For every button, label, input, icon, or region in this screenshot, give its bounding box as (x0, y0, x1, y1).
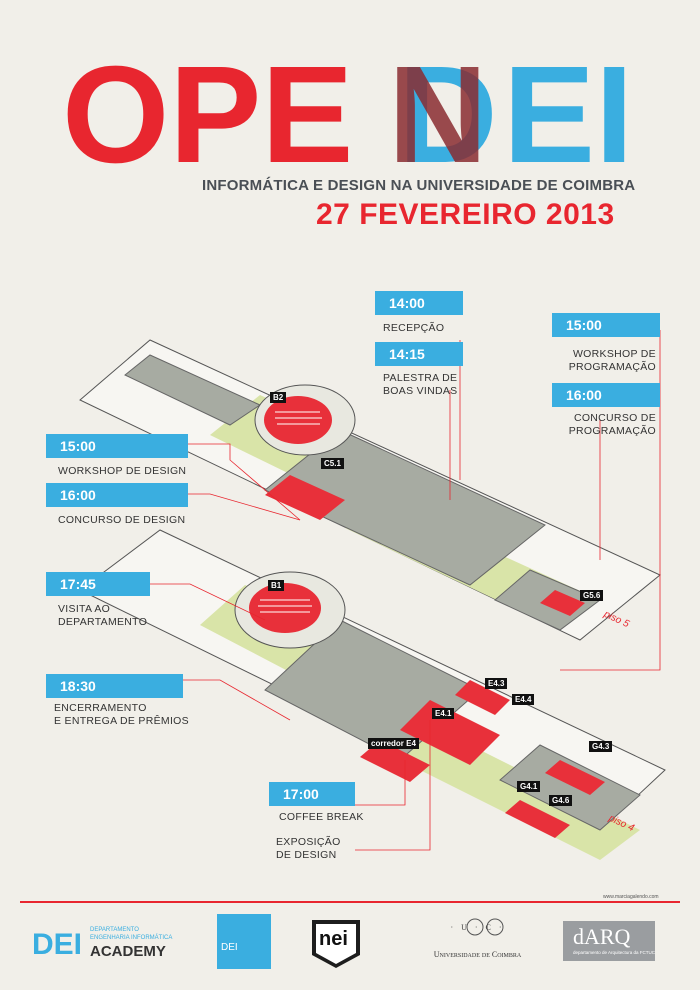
uc-logo: · U · C · Universidade de Coimbra (425, 913, 530, 973)
label-concurso-prog-2: PROGRAMAÇÃO (568, 425, 656, 437)
subtitle: INFORMÁTICA E DESIGN NA UNIVERSIDADE DE … (202, 177, 636, 194)
time-box-1600-prog: 16:00 (552, 383, 660, 407)
uc-letters: · U · C · (450, 923, 505, 932)
room-tag-c5-1: C5.1 (321, 458, 344, 469)
title-d: D (398, 38, 498, 170)
room-tag-g4-6: G4.6 (549, 795, 573, 806)
room-tag-e4-1: E4.1 (432, 708, 455, 719)
time-box-1830: 18:30 (46, 674, 183, 698)
dei-academy-small-1: DEPARTAMENTO (90, 927, 139, 933)
uc-crest-icon (466, 918, 504, 936)
footer-divider (20, 901, 680, 903)
nei-shield-icon (312, 920, 360, 968)
label-recepcao: RECEPÇÃO (383, 322, 445, 334)
dei-academy-small-2: ENGENHARIA INFORMÁTICA (90, 935, 173, 941)
title-ei: EI (503, 38, 633, 170)
darq-small: departamento de Arquitectura da FCTUC (573, 950, 656, 955)
leader-lines (150, 330, 661, 851)
label-concurso-design: CONCURSO DE DESIGN (58, 514, 186, 526)
uc-name: Universidade de Coimbra (433, 950, 522, 959)
room-tag-g5-6: G5.6 (580, 590, 604, 601)
title-n: N (388, 38, 488, 170)
label-exposicao-1: EXPOSIÇÃO (276, 836, 341, 848)
darq-word: dARQ (573, 924, 631, 949)
dei-square-logo: DEI (217, 914, 271, 969)
room-tag-corredor-e4: corredor E4 (368, 738, 419, 749)
dei-square-word: DEI (221, 942, 238, 953)
room-tag-e4-3: E4.3 (485, 678, 508, 689)
event-date: 27 FEVEREIRO 2013 (316, 198, 615, 231)
label-coffee-break: COFFEE BREAK (279, 811, 364, 823)
time-box-1700: 17:00 (269, 782, 355, 806)
title-open: OPE (62, 38, 353, 170)
nei-word: nei (319, 928, 348, 950)
dei-academy-logo: DEI DEPARTAMENTO ENGENHARIA INFORMÁTICA … (32, 926, 192, 966)
label-workshop-prog-2: PROGRAMAÇÃO (568, 361, 656, 373)
label-encerramento-2: E ENTREGA DE PRÊMIOS (54, 715, 189, 727)
room-tag-g4-1: G4.1 (517, 781, 541, 792)
time-box-1500-prog: 15:00 (552, 313, 660, 337)
label-exposicao-2: DE DESIGN (276, 849, 337, 861)
time-box-1415: 14:15 (375, 342, 463, 366)
label-visita-1: VISITA AO (58, 603, 111, 615)
dei-academy-word: DEI (32, 928, 83, 961)
title-logo: OPE D N EI (62, 38, 633, 170)
room-tag-g4-3: G4.3 (589, 741, 613, 752)
label-workshop-prog-1: WORKSHOP DE (572, 348, 656, 360)
time-box-1600-design: 16:00 (46, 483, 188, 507)
room-tag-b1: B1 (268, 580, 285, 591)
room-tag-b2: B2 (270, 392, 287, 403)
label-encerramento-1: ENCERRAMENTO (54, 702, 147, 714)
time-box-1745: 17:45 (46, 572, 150, 596)
dei-academy-label: ACADEMY (90, 943, 166, 960)
label-concurso-prog-1: CONCURSO DE (573, 412, 656, 424)
time-box-1500-design: 15:00 (46, 434, 188, 458)
room-tag-e4-4: E4.4 (512, 694, 535, 705)
darq-logo: dARQ departamento de Arquitectura da FCT… (563, 921, 655, 961)
label-palestra-1: PALESTRA DE (383, 372, 458, 384)
nei-logo: nei (310, 915, 362, 970)
label-workshop-design: WORKSHOP DE DESIGN (58, 465, 187, 477)
floor-plan-piso-4 (79, 529, 666, 860)
credit-text: www.marciagalendo.com (603, 894, 659, 900)
label-palestra-2: BOAS VINDAS (383, 385, 458, 397)
label-visita-2: DEPARTAMENTO (58, 616, 148, 628)
time-box-1400: 14:00 (375, 291, 463, 315)
